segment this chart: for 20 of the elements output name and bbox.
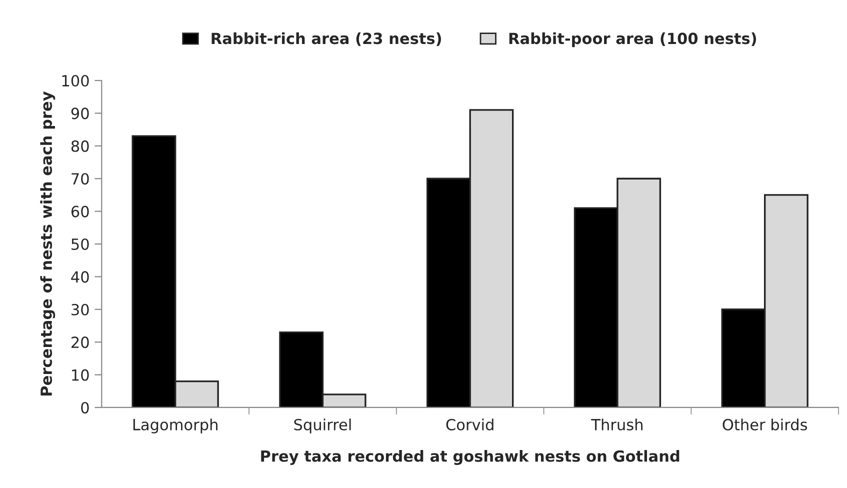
y-tick-label: 100 bbox=[62, 74, 89, 87]
y-tick-label: 30 bbox=[72, 304, 89, 316]
y-tick-label: 70 bbox=[72, 173, 89, 185]
x-tick-label: Other birds bbox=[722, 418, 808, 430]
legend-label: Rabbit-poor area (100 nests) bbox=[509, 32, 756, 48]
y-tick-label: 80 bbox=[71, 140, 89, 152]
x-tick-label: Corvid bbox=[446, 418, 494, 430]
y-tick-label: 90 bbox=[71, 108, 89, 120]
y-tick-label: 0 bbox=[81, 402, 89, 414]
y-tick-label: 20 bbox=[72, 336, 89, 348]
y-tick-label: 50 bbox=[72, 238, 89, 250]
legend-label: Rabbit-rich area (23 nests) bbox=[212, 32, 441, 46]
x-tick-label: Lagomorph bbox=[133, 418, 218, 434]
y-tick-label: 60 bbox=[71, 206, 89, 218]
y-tick-label: 10 bbox=[72, 369, 89, 381]
y-axis-title: Percentage of nests with each prey bbox=[40, 91, 56, 396]
x-tick-label: Thrush bbox=[591, 418, 642, 430]
y-tick-label: 40 bbox=[71, 271, 89, 283]
x-tick-label: Squirrel bbox=[294, 418, 351, 434]
x-axis-title: Prey taxa recorded at goshawk nests on Gotland bbox=[261, 450, 680, 465]
